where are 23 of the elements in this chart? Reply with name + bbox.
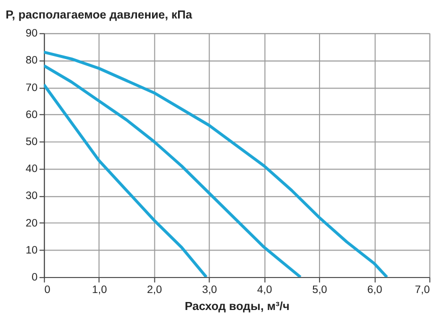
line-series (44, 50, 388, 278)
x-axis-title: Расход воды, м³/ч (184, 300, 290, 313)
y-tick-label: 20 (26, 217, 38, 230)
line-series (44, 83, 208, 278)
x-tick-label: 2,0 (147, 284, 162, 296)
x-tick-label: 4,0 (257, 284, 272, 296)
y-tick-label: 40 (26, 163, 38, 176)
x-tick-label: 3,0 (202, 284, 218, 296)
x-tick-label: 0 (44, 284, 50, 296)
y-tick-label: 90 (26, 28, 38, 40)
y-tick-label: 0 (32, 272, 38, 284)
line-series (44, 64, 302, 278)
x-tick-label: 5,0 (312, 284, 328, 296)
y-tick-label: 70 (26, 82, 38, 94)
y-tick-label: 60 (26, 108, 38, 121)
y-axis-title: P, располагаемое давление, кПа (6, 8, 193, 22)
y-tick-label: 30 (26, 190, 38, 202)
y-tick-label: 80 (26, 54, 38, 67)
x-tick-label: 1,0 (92, 284, 107, 296)
y-tick-label: 50 (26, 136, 38, 148)
x-tick-label: 6,0 (367, 284, 382, 296)
y-tick-label: 10 (26, 244, 38, 256)
x-tick-label: 7,0 (414, 284, 430, 296)
